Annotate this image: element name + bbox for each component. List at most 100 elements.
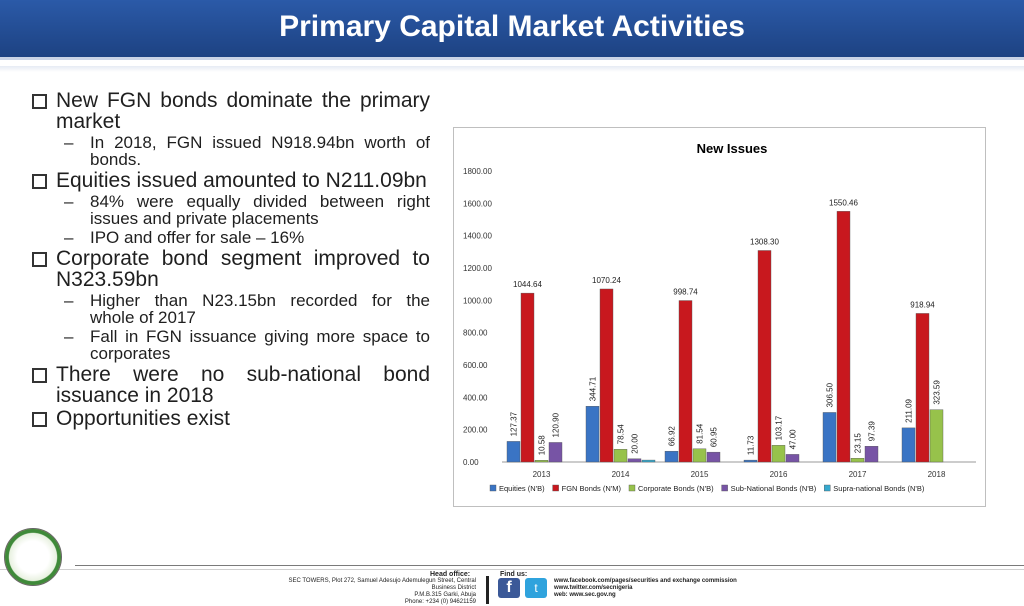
y-tick-label: 1200.00 [463,264,492,273]
sub-bullet-item: – Higher than N23.15bn recorded for the … [30,292,430,326]
chart-svg: New Issues 0.00 200.00 400.00 600.00 800.00 1… [463,141,976,493]
legend-label: Supra-national Bonds (N'B) [833,484,925,493]
data-label: 78.54 [617,424,626,445]
data-label: 1070.24 [592,276,621,285]
phone-line: Phone: +234 (0) 94621159 [404,599,476,605]
new-issues-chart: New Issues 0.00 200.00 400.00 600.00 800.00 1… [453,127,986,507]
bar [641,459,656,463]
checkbox-bullet-icon [32,174,47,189]
bar [692,448,707,463]
y-tick-label: 1800.00 [463,167,492,176]
x-tick-label: 2018 [928,470,946,479]
bar [785,454,800,463]
data-label: 1044.64 [513,280,542,289]
data-label: 127.37 [510,411,519,436]
bar [929,409,944,463]
checkbox-bullet-icon [32,412,47,427]
bullet-list: New FGN bonds dominate the primary marke… [30,88,430,429]
facebook-link[interactable]: www.facebook.com/pages/securities and ex… [554,578,737,584]
data-label: 81.54 [696,423,705,444]
dash-icon: – [64,327,74,346]
sub-bullet-text: IPO and offer for sale – 16% [90,228,305,247]
dash-icon: – [64,133,74,152]
find-us-label: Find us: [500,571,528,578]
dash-icon: – [64,192,74,211]
footer-vertical-divider [486,576,489,604]
header-band [0,0,1024,60]
sub-bullet-item: – 84% were equally divided between right… [30,193,430,227]
data-label: 211.09 [905,398,914,422]
bar [771,445,786,463]
bar [613,449,628,463]
y-tick-label: 800.00 [463,329,488,338]
sub-bullet-text: Higher than N23.15bn recorded for the wh… [90,291,430,327]
data-label: 103.17 [775,415,784,440]
data-label: 23.15 [854,433,863,454]
sec-logo-icon [4,528,62,586]
checkbox-bullet-icon [32,368,47,383]
x-tick-label: 2016 [770,470,788,479]
bar [506,441,521,463]
data-label: 47.00 [789,429,798,450]
y-tick-label: 600.00 [463,361,488,370]
y-tick-label: 200.00 [463,426,488,435]
address-line: P.M.B.315 Garki, Abuja [414,592,476,598]
legend-label: FGN Bonds (N'M) [562,484,622,493]
data-label: 20.00 [631,433,640,454]
bar [534,460,549,463]
legend-swatch [628,484,636,492]
bullet-text: Corporate bond segment improved to N323.… [56,247,430,291]
bar [864,446,879,463]
bar [627,458,642,463]
checkbox-bullet-icon [32,252,47,267]
data-label: 97.39 [868,421,877,442]
address-line: Business District [431,585,476,591]
y-tick-label: 1400.00 [463,232,492,241]
bar [678,300,693,463]
legend-swatch [721,484,728,492]
sub-bullet-item: – In 2018, FGN issued N918.94bn worth of… [30,134,430,168]
sub-bullet-item: – Fall in FGN issuance giving more space… [30,328,430,362]
bullet-item: Opportunities exist [30,408,430,429]
bar [548,442,563,463]
bar [664,450,679,463]
sub-bullet-text: Fall in FGN issuance giving more space t… [90,327,430,363]
bullet-text: There were no sub-national bond issuance… [56,363,430,407]
data-label: 306.50 [826,382,835,407]
bar [901,427,916,463]
bullet-item: There were no sub-national bond issuance… [30,364,430,406]
twitter-link[interactable]: www.twitter.com/secnigeria [554,585,633,591]
legend-swatch [489,484,497,492]
bar [915,313,930,463]
bar [822,412,837,463]
chart-title: New Issues [697,141,768,156]
bar [757,250,772,463]
twitter-icon[interactable]: t [525,578,547,598]
facebook-icon[interactable]: f [498,578,520,598]
data-label: 998.74 [673,288,698,297]
y-tick-label: 1000.00 [463,296,492,305]
x-tick-label: 2015 [691,470,709,479]
sub-bullet-text: In 2018, FGN issued N918.94bn worth of b… [90,133,430,169]
header-divider [0,66,1024,72]
legend-label: Sub-National Bonds (N'B) [731,484,817,493]
y-tick-label: 400.00 [463,393,488,402]
head-office-label: Head office: [430,571,471,578]
footer-divider-secondary [0,569,1024,570]
bullet-item: New FGN bonds dominate the primary marke… [30,90,430,132]
data-label: 1550.46 [829,198,858,207]
footer-divider [75,565,1024,566]
sub-bullet-item: – IPO and offer for sale – 16% [30,229,430,246]
bullet-item: Equities issued amounted to N211.09bn [30,170,430,191]
data-label: 10.58 [538,435,547,456]
legend-swatch [824,484,831,492]
checkbox-bullet-icon [32,94,47,109]
bullet-text: New FGN bonds dominate the primary marke… [56,89,430,133]
data-label: 323.59 [933,380,942,405]
y-tick-label: 0.00 [463,458,479,467]
data-label: 11.73 [747,435,756,455]
data-label: 1308.30 [750,237,779,246]
bar [706,451,721,463]
website-link[interactable]: web: www.sec.gov.ng [554,592,616,598]
address-line: SEC TOWERS, Plot 272, Samuel Adesujo Ade… [288,578,476,584]
